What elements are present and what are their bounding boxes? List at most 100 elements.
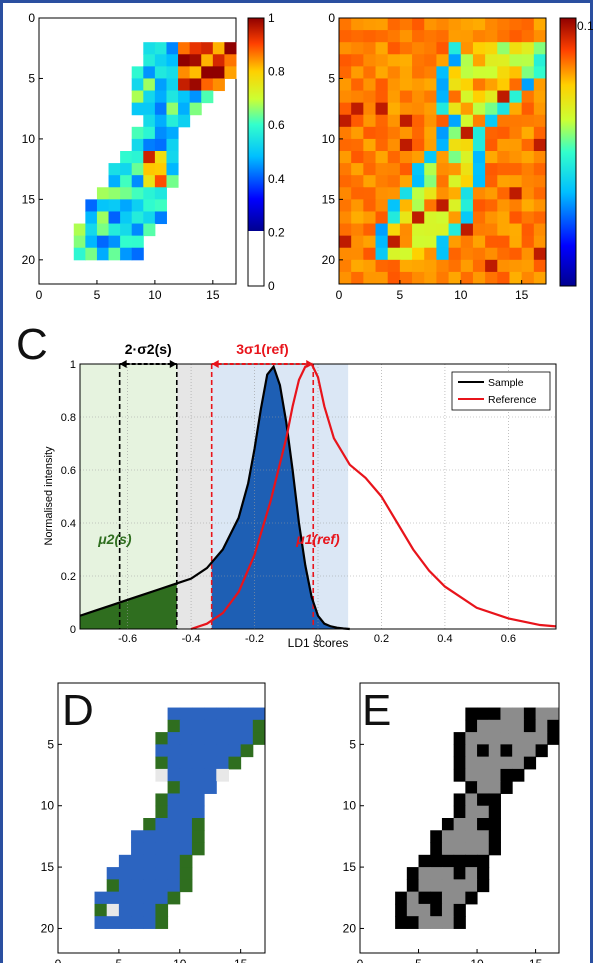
heatmap-cell [424, 247, 437, 261]
heatmap-cell [436, 66, 450, 79]
heatmap-cell [430, 903, 443, 917]
heatmap-cell [179, 744, 193, 758]
heatmap-cell [106, 867, 120, 880]
annotation-label: μ1(ref) [295, 531, 340, 547]
heatmap-cell [436, 30, 450, 43]
y-tick-label: 20 [343, 921, 357, 935]
heatmap-cell [106, 891, 120, 905]
heatmap-cell [375, 163, 389, 176]
heatmap-cell [143, 187, 156, 200]
heatmap-cell [533, 247, 547, 261]
heatmap-cell [166, 42, 179, 55]
heatmap-cell [521, 138, 535, 152]
y-tick-label: 0.2 [61, 571, 76, 583]
heatmap-cell [375, 114, 389, 128]
heatmap-cell [465, 891, 478, 905]
heatmap-cell [96, 223, 110, 237]
heatmap-cell [448, 90, 462, 104]
heatmap-cell [521, 90, 535, 104]
heatmap-cell [191, 793, 205, 807]
heatmap-cell [453, 867, 466, 880]
heatmap-cell [521, 211, 535, 225]
heatmap-cell [131, 916, 144, 929]
heatmap-cell [351, 223, 364, 237]
heatmap-cell [521, 114, 535, 128]
heatmap-cell [131, 235, 144, 249]
heatmap-cell [521, 175, 535, 188]
heatmap-cell [189, 54, 202, 67]
heatmap-cell [533, 138, 547, 152]
heatmap-cell [436, 126, 450, 140]
heatmap-cell [453, 842, 466, 856]
heatmap-cell [497, 235, 510, 249]
heatmap-cell [387, 259, 401, 273]
heatmap-cell [509, 90, 523, 104]
heatmap-cell [509, 235, 523, 249]
heatmap-cell [533, 199, 547, 212]
heatmap-cell [412, 223, 425, 237]
heatmap-cell [521, 271, 535, 285]
heatmap-cell [167, 854, 181, 868]
heatmap-cell [472, 138, 486, 152]
heatmap-cell [465, 818, 478, 831]
heatmap-cell [143, 211, 156, 225]
heatmap-cell [351, 102, 364, 116]
heatmap-cell [477, 732, 490, 745]
heatmap-cell [509, 199, 523, 212]
colorbar-a-white [248, 231, 264, 286]
heatmap-cell [375, 211, 389, 225]
x-tick-label: 15 [234, 957, 248, 963]
heatmap-d-frame [57, 682, 266, 954]
heatmap-cell [399, 235, 413, 249]
heatmap-cell [131, 879, 144, 893]
heatmap-cell [448, 66, 462, 79]
heatmap-cell [339, 151, 352, 164]
heatmap-cell [240, 707, 254, 721]
heatmap-cell [363, 151, 377, 164]
panel-letter-e: E [362, 686, 392, 735]
heatmap-cell [509, 163, 523, 176]
heatmap-cell [179, 768, 193, 782]
heatmap-cell [189, 90, 202, 104]
heatmap-cell [387, 175, 401, 188]
heatmap-cell [387, 30, 401, 43]
heatmap-cell [216, 707, 229, 721]
heatmap-cell [436, 235, 450, 249]
heatmap-cell [131, 187, 144, 200]
heatmap-cell [154, 78, 167, 92]
heatmap-cell [375, 151, 389, 164]
heatmap-cell [166, 114, 179, 128]
heatmap-cell [96, 199, 110, 212]
heatmap-cell [189, 66, 202, 79]
heatmap-cell [189, 102, 202, 116]
heatmap-cell [448, 271, 462, 285]
heatmap-cell [412, 126, 425, 140]
heatmap-cell [399, 247, 413, 261]
heatmap-cell [155, 793, 169, 807]
heatmap-cell [453, 818, 466, 831]
heatmap-cell [399, 223, 413, 237]
heatmap-cell [351, 151, 364, 164]
heatmap-cell [120, 163, 133, 176]
heatmap-cell [412, 42, 425, 55]
heatmap-cell [497, 211, 510, 225]
heatmap-cell [143, 66, 156, 79]
heatmap-cell [179, 756, 193, 770]
heatmap-cell [387, 247, 401, 261]
heatmap-cell [465, 732, 478, 745]
heatmap-cell [399, 187, 413, 200]
heatmap-cell [399, 42, 413, 55]
heatmap-cell [212, 54, 225, 67]
heatmap-cell [167, 707, 181, 721]
heatmap-cell [166, 138, 179, 152]
heatmap-cell [167, 793, 181, 807]
heatmap-cell [472, 78, 486, 92]
heatmap-cell [118, 891, 132, 905]
heatmap-cell [96, 247, 110, 261]
heatmap-cell [339, 235, 352, 249]
heatmap-cell [108, 211, 121, 225]
heatmap-cell [533, 30, 547, 43]
heatmap-cell [485, 42, 498, 55]
